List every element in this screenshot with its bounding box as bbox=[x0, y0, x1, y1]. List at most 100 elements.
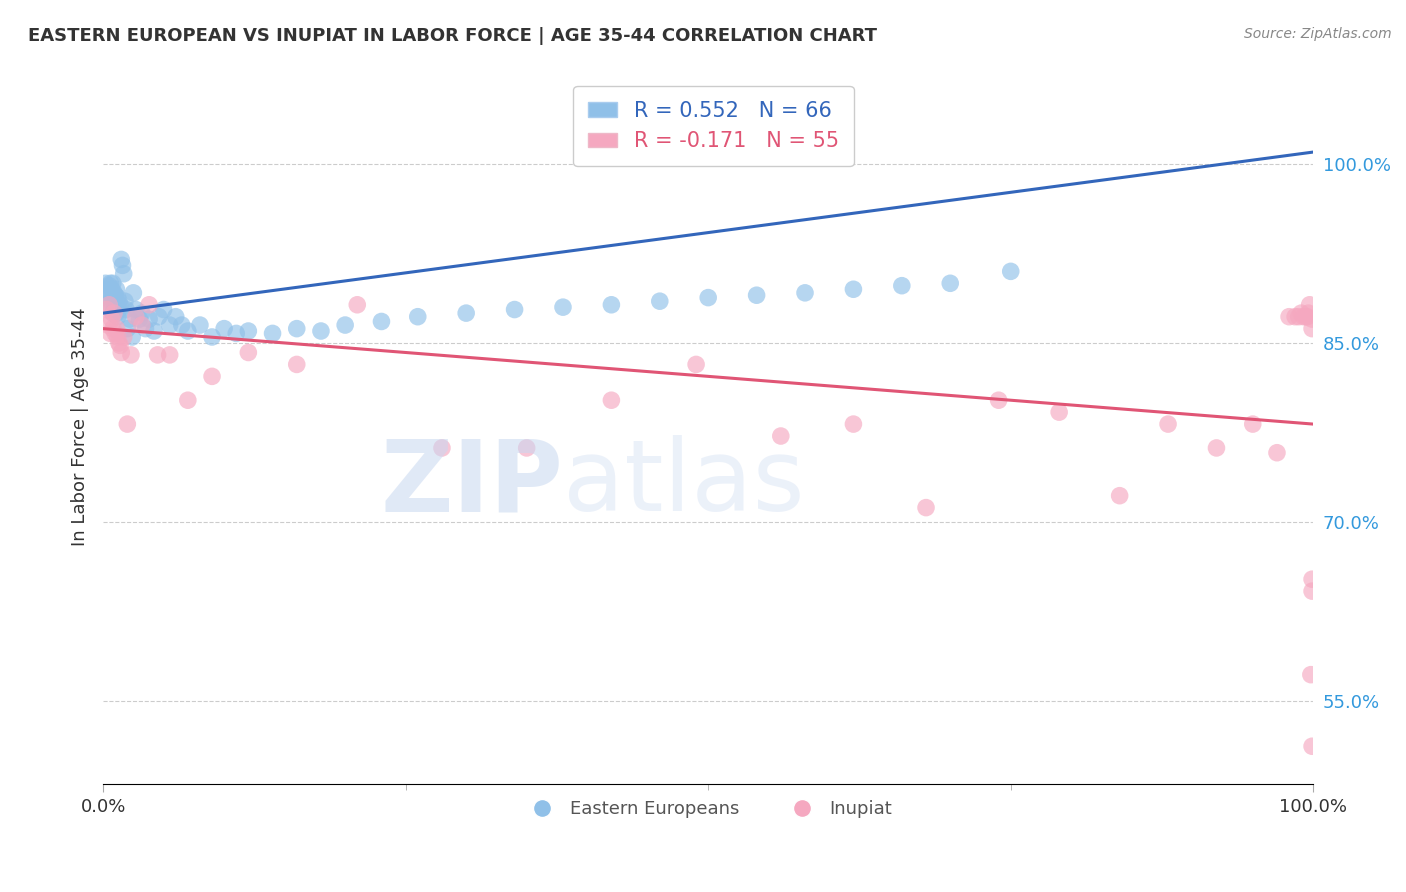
Point bbox=[1298, 306, 1320, 320]
Point bbox=[100, 277, 122, 291]
Point bbox=[100, 326, 122, 341]
Point bbox=[152, 302, 174, 317]
Point bbox=[100, 300, 122, 314]
Point bbox=[1284, 310, 1306, 324]
Point bbox=[697, 291, 720, 305]
Point bbox=[138, 312, 160, 326]
Point bbox=[285, 358, 308, 372]
Y-axis label: In Labor Force | Age 35-44: In Labor Force | Age 35-44 bbox=[72, 307, 89, 546]
Point bbox=[201, 369, 224, 384]
Point bbox=[121, 330, 143, 344]
Point bbox=[159, 318, 181, 332]
Point bbox=[430, 441, 453, 455]
Point bbox=[96, 282, 118, 296]
Point bbox=[1000, 264, 1022, 278]
Point bbox=[104, 298, 127, 312]
Point bbox=[148, 310, 170, 324]
Point bbox=[1296, 310, 1319, 324]
Point bbox=[1298, 298, 1320, 312]
Point bbox=[98, 298, 121, 312]
Point bbox=[177, 324, 200, 338]
Point bbox=[1301, 584, 1323, 599]
Point bbox=[890, 278, 912, 293]
Point bbox=[146, 348, 169, 362]
Point bbox=[1047, 405, 1070, 419]
Point bbox=[769, 429, 792, 443]
Point bbox=[1301, 312, 1323, 326]
Point bbox=[110, 345, 132, 359]
Point bbox=[122, 285, 145, 300]
Point bbox=[120, 348, 142, 362]
Point bbox=[100, 312, 122, 326]
Text: EASTERN EUROPEAN VS INUPIAT IN LABOR FORCE | AGE 35-44 CORRELATION CHART: EASTERN EUROPEAN VS INUPIAT IN LABOR FOR… bbox=[28, 27, 877, 45]
Point bbox=[125, 310, 148, 324]
Point bbox=[842, 282, 865, 296]
Point bbox=[1301, 572, 1323, 586]
Point bbox=[238, 324, 260, 338]
Point bbox=[551, 300, 574, 314]
Point bbox=[406, 310, 429, 324]
Point bbox=[103, 302, 125, 317]
Point bbox=[101, 321, 124, 335]
Point bbox=[103, 285, 125, 300]
Point bbox=[1289, 306, 1312, 320]
Point bbox=[98, 291, 121, 305]
Point bbox=[110, 252, 132, 267]
Point bbox=[103, 306, 125, 320]
Point bbox=[108, 335, 131, 350]
Point bbox=[333, 318, 356, 332]
Point bbox=[1157, 417, 1180, 431]
Point bbox=[117, 417, 139, 431]
Point bbox=[648, 294, 671, 309]
Point bbox=[1265, 446, 1288, 460]
Point bbox=[98, 278, 121, 293]
Point bbox=[107, 310, 129, 324]
Point bbox=[138, 298, 160, 312]
Point bbox=[503, 302, 526, 317]
Point bbox=[108, 294, 131, 309]
Text: Source: ZipAtlas.com: Source: ZipAtlas.com bbox=[1244, 27, 1392, 41]
Point bbox=[125, 302, 148, 317]
Point bbox=[309, 324, 332, 338]
Point bbox=[1205, 441, 1227, 455]
Point bbox=[108, 338, 131, 352]
Point bbox=[225, 326, 247, 341]
Point bbox=[112, 267, 135, 281]
Point bbox=[131, 318, 153, 332]
Point bbox=[456, 306, 478, 320]
Point bbox=[94, 277, 117, 291]
Point bbox=[114, 294, 136, 309]
Point bbox=[104, 288, 127, 302]
Point bbox=[1288, 310, 1310, 324]
Point bbox=[915, 500, 938, 515]
Text: atlas: atlas bbox=[562, 435, 804, 533]
Point bbox=[745, 288, 768, 302]
Point bbox=[100, 282, 122, 296]
Point bbox=[285, 321, 308, 335]
Point bbox=[1292, 310, 1315, 324]
Point bbox=[794, 285, 817, 300]
Point bbox=[1241, 417, 1264, 431]
Point bbox=[108, 298, 131, 312]
Point bbox=[842, 417, 865, 431]
Point bbox=[128, 312, 150, 326]
Point bbox=[1301, 321, 1323, 335]
Point bbox=[159, 348, 181, 362]
Point bbox=[115, 302, 138, 317]
Point bbox=[1299, 667, 1322, 681]
Point bbox=[142, 324, 165, 338]
Point bbox=[1278, 310, 1301, 324]
Point bbox=[117, 321, 139, 335]
Point bbox=[118, 312, 141, 326]
Point bbox=[212, 321, 235, 335]
Point bbox=[1301, 739, 1323, 754]
Point bbox=[600, 393, 623, 408]
Point bbox=[101, 306, 124, 320]
Point bbox=[201, 330, 224, 344]
Point bbox=[100, 294, 122, 309]
Point bbox=[104, 326, 127, 341]
Point bbox=[987, 393, 1010, 408]
Point bbox=[97, 285, 120, 300]
Point bbox=[107, 330, 129, 344]
Point bbox=[685, 358, 707, 372]
